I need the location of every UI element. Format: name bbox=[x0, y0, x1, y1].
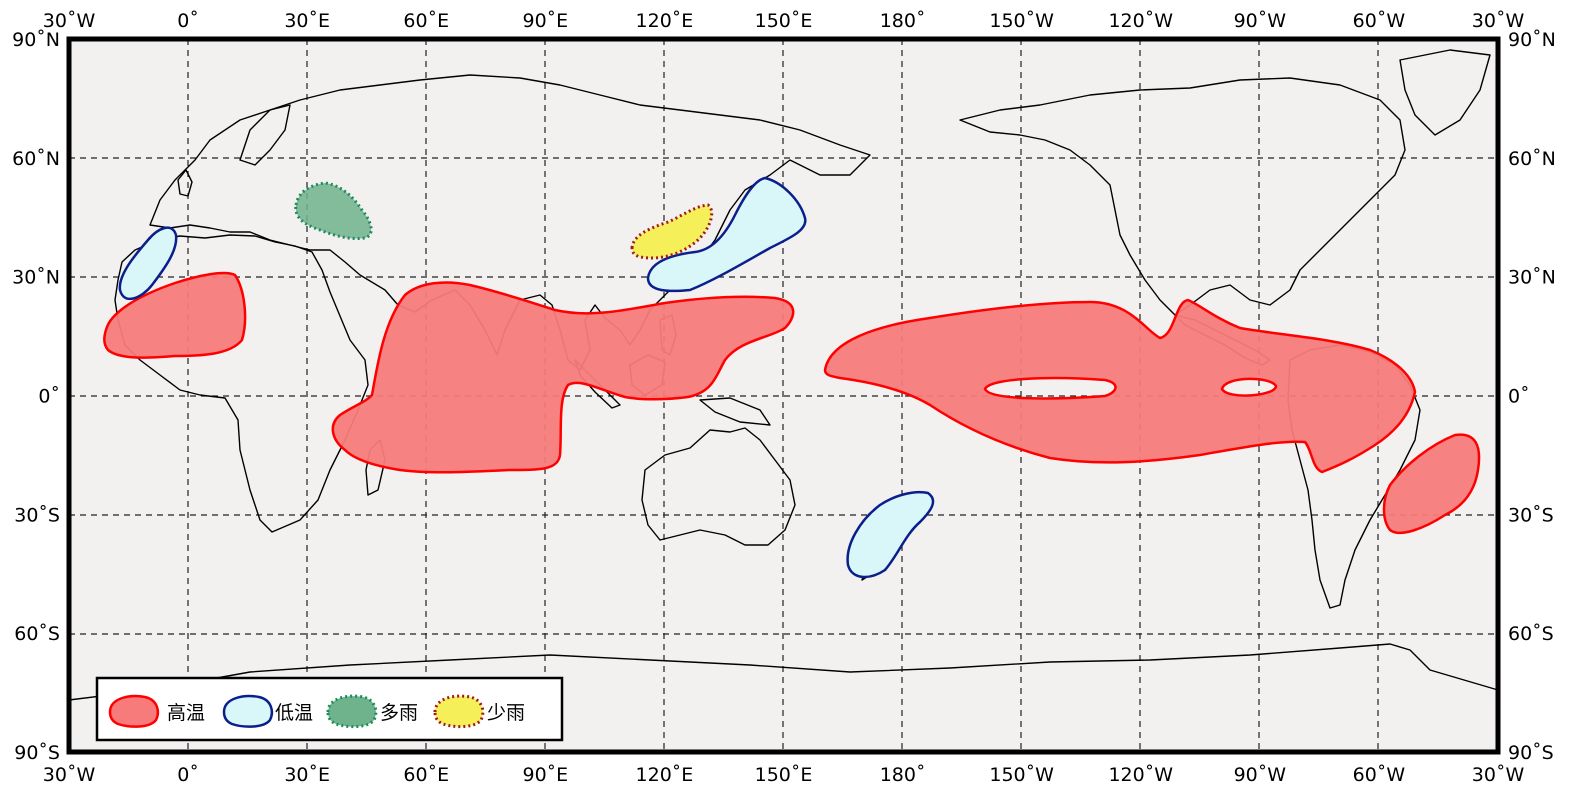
cold-region-iberia bbox=[118, 226, 178, 301]
bottom-lon-label: 120˚W bbox=[1108, 764, 1173, 786]
bottom-lon-label: 120˚E bbox=[636, 764, 694, 786]
legend: 高温 低温 多雨 少雨 bbox=[95, 676, 564, 742]
bottom-lon-label: 180˚ bbox=[880, 764, 926, 786]
cold-region-japan bbox=[646, 176, 807, 293]
top-lon-label: 30˚W bbox=[43, 10, 96, 32]
top-lon-label: 60˚E bbox=[403, 10, 449, 32]
bottom-lon-label: 60˚E bbox=[403, 764, 449, 786]
right-lat-label: 0˚ bbox=[1508, 386, 1530, 408]
legend-warm-symbol bbox=[108, 694, 160, 728]
dry-region-korea bbox=[630, 203, 714, 260]
legend-wet-symbol bbox=[326, 694, 378, 729]
top-longitude-labels: 30˚W 0˚ 30˚E 60˚E 90˚E 120˚E 150˚E 180˚ 150˚W 120… bbox=[43, 10, 1525, 32]
warm-region-indian-ocean bbox=[331, 281, 795, 474]
legend-dry-label: 少雨 bbox=[487, 702, 525, 724]
antarctica-coastline bbox=[68, 643, 1499, 701]
warm-region-west-africa bbox=[103, 271, 247, 359]
top-lon-label: 60˚W bbox=[1353, 10, 1406, 32]
right-lat-label: 90˚S bbox=[1508, 742, 1554, 764]
top-lon-label: 30˚E bbox=[284, 10, 330, 32]
bottom-longitude-labels: 30˚W 0˚ 30˚E 60˚E 90˚E 120˚E 150˚E 180˚ 150˚W 120… bbox=[43, 764, 1525, 786]
bottom-lon-label: 30˚W bbox=[1472, 764, 1525, 786]
bottom-lon-label: 90˚E bbox=[522, 764, 568, 786]
top-lon-label: 0˚ bbox=[177, 10, 199, 32]
bottom-lon-label: 60˚W bbox=[1353, 764, 1406, 786]
britain-coastline bbox=[177, 169, 193, 197]
top-lon-label: 150˚W bbox=[989, 10, 1054, 32]
top-lon-label: 180˚ bbox=[880, 10, 926, 32]
right-lat-label: 60˚S bbox=[1508, 623, 1554, 645]
australia-coastline bbox=[641, 427, 796, 546]
left-lat-label: 30˚N bbox=[12, 267, 60, 289]
cold-region-new-zealand bbox=[846, 490, 935, 579]
bottom-lon-label: 0˚ bbox=[177, 764, 199, 786]
anomaly-regions bbox=[103, 176, 1481, 579]
top-lon-label: 30˚W bbox=[1472, 10, 1525, 32]
right-lat-label: 30˚N bbox=[1508, 267, 1556, 289]
top-lon-label: 150˚E bbox=[755, 10, 813, 32]
legend-wet-label: 多雨 bbox=[380, 702, 418, 724]
left-lat-label: 90˚N bbox=[12, 29, 60, 51]
top-lon-label: 120˚W bbox=[1108, 10, 1173, 32]
greenland-coastline bbox=[1399, 49, 1491, 136]
left-lat-label: 60˚N bbox=[12, 148, 60, 170]
africa-coastline bbox=[114, 234, 369, 533]
bottom-lon-label: 30˚E bbox=[284, 764, 330, 786]
left-lat-label: 90˚S bbox=[14, 742, 60, 764]
wet-region-eastern-europe bbox=[294, 181, 373, 240]
north-america-coastline bbox=[959, 77, 1406, 316]
bottom-lon-label: 150˚W bbox=[989, 764, 1054, 786]
legend-cold-symbol bbox=[222, 694, 274, 728]
right-lat-label: 60˚N bbox=[1508, 148, 1556, 170]
new-guinea-coastline bbox=[699, 397, 771, 426]
right-lat-label: 30˚S bbox=[1508, 504, 1554, 526]
left-lat-label: 0˚ bbox=[38, 386, 60, 408]
left-lat-label: 60˚S bbox=[14, 623, 60, 645]
map-frame bbox=[66, 36, 1501, 755]
left-lat-label: 30˚S bbox=[14, 504, 60, 526]
scandinavia-coastline bbox=[239, 104, 291, 166]
right-latitude-labels: 90˚N 60˚N 30˚N 0˚ 30˚S 60˚S 90˚S bbox=[1508, 29, 1556, 764]
legend-dry-symbol bbox=[433, 694, 485, 729]
top-lon-label: 90˚E bbox=[522, 10, 568, 32]
warm-region-south-atlantic bbox=[1382, 433, 1481, 535]
bottom-lon-label: 150˚E bbox=[755, 764, 813, 786]
bottom-lon-label: 30˚W bbox=[43, 764, 96, 786]
top-lon-label: 90˚W bbox=[1234, 10, 1287, 32]
legend-cold-label: 低温 bbox=[275, 702, 313, 724]
top-lon-label: 120˚E bbox=[636, 10, 694, 32]
right-lat-label: 90˚N bbox=[1508, 29, 1556, 51]
bottom-lon-label: 90˚W bbox=[1234, 764, 1287, 786]
warm-region-pacific bbox=[823, 298, 1417, 474]
legend-warm-label: 高温 bbox=[167, 702, 205, 724]
left-latitude-labels: 90˚N 60˚N 30˚N 0˚ 30˚S 60˚S 90˚S bbox=[12, 29, 60, 764]
